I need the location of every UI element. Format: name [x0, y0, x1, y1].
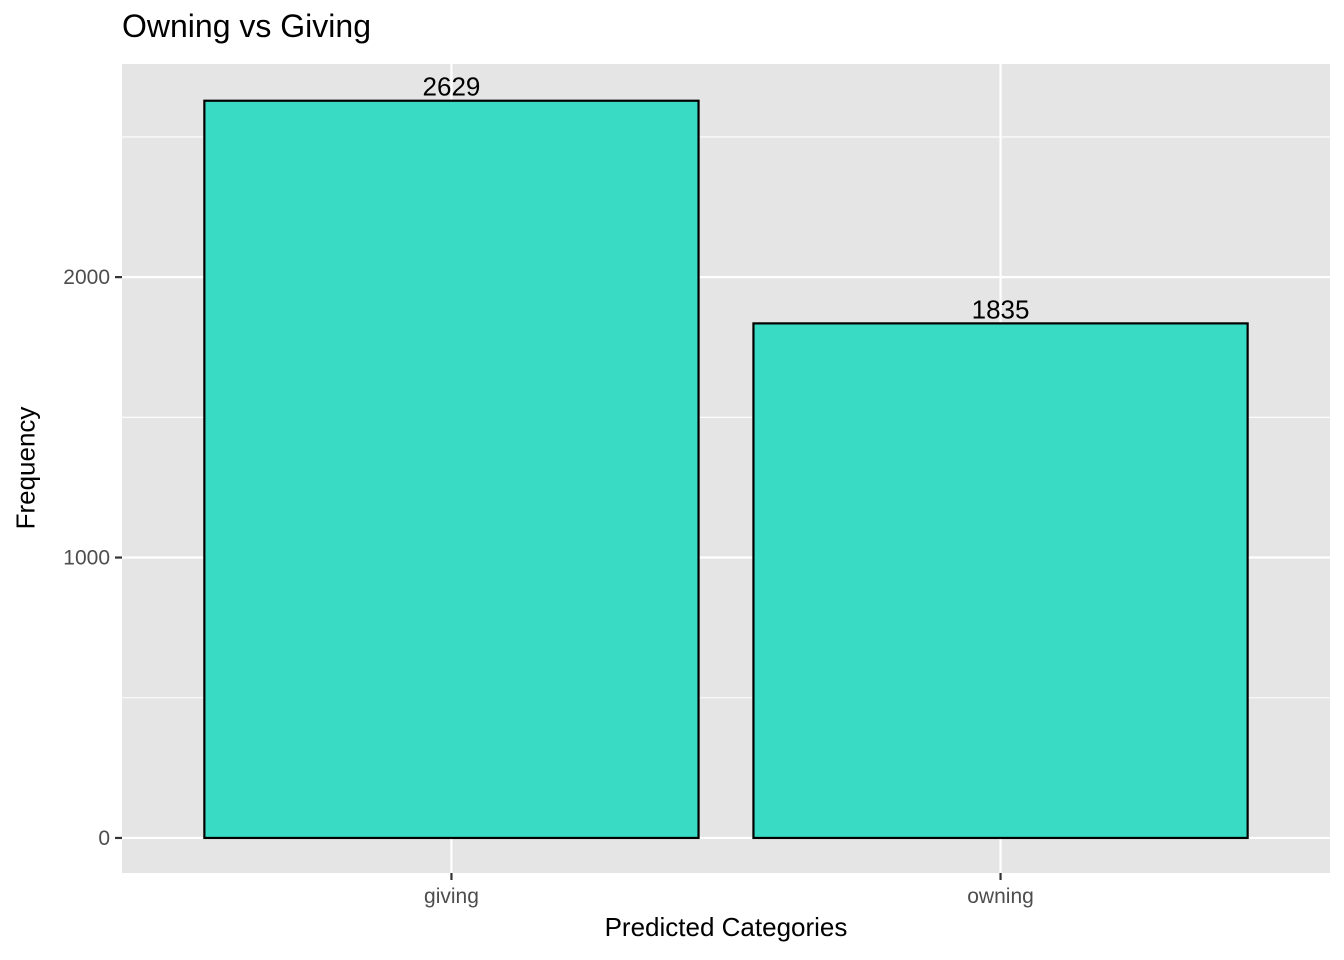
y-axis-title: Frequency [10, 406, 41, 530]
x-tick-label: owning [967, 885, 1034, 908]
x-tick-label: giving [424, 885, 479, 908]
bar-owning [752, 322, 1249, 840]
y-tick-label: 2000 [63, 266, 110, 289]
chart-title: Owning vs Giving [122, 8, 371, 44]
data-label: 2629 [423, 72, 481, 102]
y-tick-label: 0 [98, 827, 110, 850]
y-tick-label: 1000 [63, 547, 110, 570]
x-axis-title: Predicted Categories [604, 912, 848, 942]
data-label: 1835 [972, 294, 1030, 324]
bar-giving [203, 99, 700, 840]
